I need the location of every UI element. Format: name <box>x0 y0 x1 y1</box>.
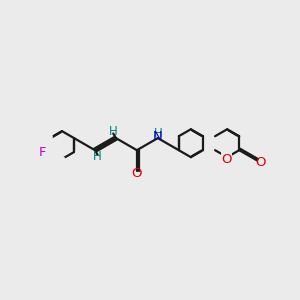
Text: O: O <box>132 167 142 180</box>
Text: F: F <box>39 146 46 159</box>
Text: O: O <box>255 156 266 169</box>
Text: F: F <box>38 146 46 159</box>
Text: O: O <box>221 153 232 166</box>
Text: N: N <box>153 130 163 143</box>
Text: H: H <box>93 150 102 163</box>
Text: H: H <box>109 125 118 138</box>
Text: H: H <box>154 127 162 140</box>
